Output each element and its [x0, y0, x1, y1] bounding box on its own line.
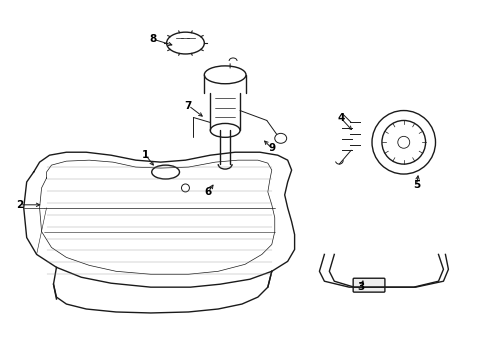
Text: 3: 3 [357, 282, 364, 292]
Text: 6: 6 [204, 187, 211, 197]
Text: 9: 9 [268, 143, 275, 153]
Text: 1: 1 [142, 150, 149, 160]
Text: 8: 8 [149, 34, 156, 44]
Text: 7: 7 [184, 100, 192, 111]
Text: 5: 5 [412, 180, 419, 190]
Text: 2: 2 [16, 200, 23, 210]
FancyBboxPatch shape [352, 278, 384, 292]
Text: 4: 4 [337, 113, 344, 123]
